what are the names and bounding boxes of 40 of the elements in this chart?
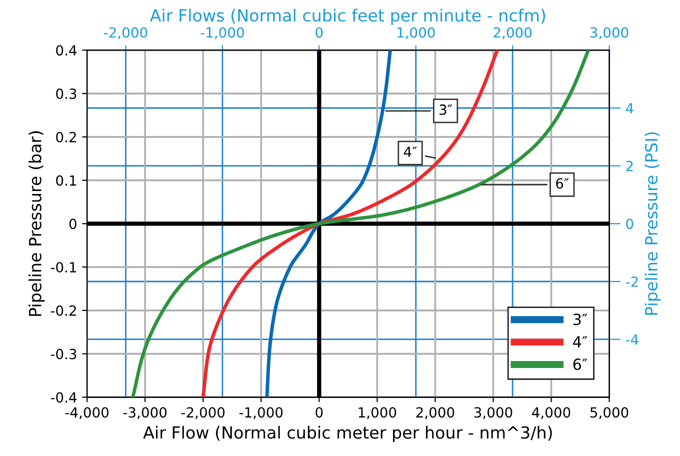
x2-axis-title: Air Flows (Normal cubic feet per minute - ncfm): [150, 8, 546, 25]
y-tick-label: 0.3: [56, 88, 76, 100]
y-tick-label: -0.1: [50, 262, 76, 273]
y2-tick-label: 0: [626, 218, 634, 230]
y2-tick-label: 4: [626, 103, 634, 114]
x-tick-label: 0: [316, 407, 323, 418]
x-tick-label: 5,000: [590, 407, 628, 420]
y2-axis-title: Pipeline Pressure (PSI): [644, 132, 661, 315]
x-axis-title: Air Flow (Normal cubic meter per hour - nm^3/h): [143, 426, 552, 442]
y-tick-label: 0.1: [56, 175, 76, 186]
legend-label: 6″: [573, 358, 588, 370]
x-tick-label: 4,000: [532, 407, 570, 420]
legend-label: 3″: [573, 314, 588, 326]
x-tick-label: -2,000: [181, 407, 225, 420]
y-tick-label: -0.2: [50, 305, 76, 316]
x2-tick-label: 1,000: [398, 27, 435, 40]
y-tick-label: -0.4: [50, 392, 77, 403]
y2-tick-label: -2: [626, 276, 638, 287]
x-tick-label: -4,000: [65, 407, 109, 420]
x2-tick-label: 2,000: [494, 27, 532, 40]
y-tick-label: 0.4: [56, 45, 77, 56]
y2-tick-label: -4: [626, 334, 638, 345]
y2-tick-label: 2: [626, 160, 633, 172]
legend-label: 4″: [573, 336, 588, 348]
annotation: 4″: [404, 146, 417, 157]
x-tick-label: 3,000: [474, 407, 512, 420]
annotation: 6″: [556, 178, 569, 189]
y-tick-label: 0: [69, 218, 76, 230]
y-axis-title: Pipeline Pressure (bar): [28, 131, 45, 316]
y-tick-label: -0.3: [50, 348, 76, 360]
x-tick-label: -3,000: [123, 407, 167, 420]
x-tick-label: -1,000: [239, 407, 283, 420]
x2-tick-label: -2,000: [104, 27, 148, 40]
x-tick-label: 1,000: [358, 407, 396, 420]
x2-tick-label: 3,000: [590, 27, 628, 40]
x2-tick-label: -1,000: [200, 27, 244, 40]
annotation: 3″: [440, 104, 452, 115]
x2-tick-label: 0: [316, 27, 323, 38]
x-tick-label: 2,000: [416, 407, 454, 420]
y-tick-label: 0.2: [56, 132, 76, 142]
